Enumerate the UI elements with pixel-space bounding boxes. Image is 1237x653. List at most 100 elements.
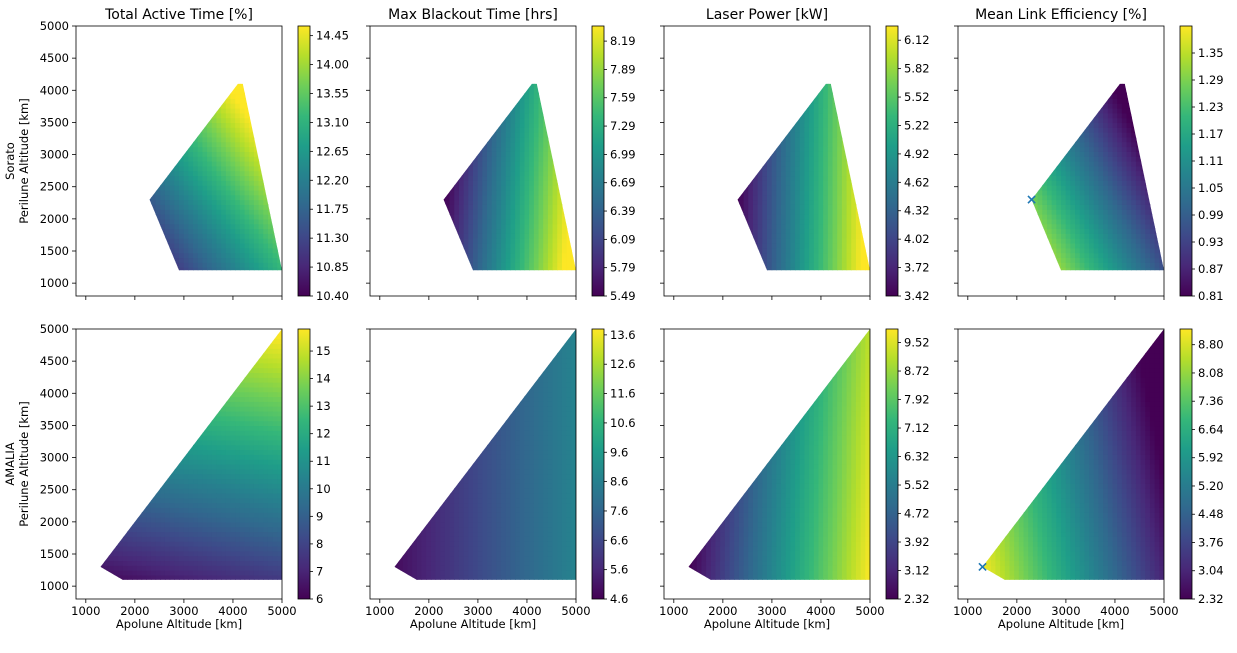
heatmap-cell [113, 219, 118, 224]
heatmap-cell [443, 189, 446, 196]
heatmap-cell [221, 199, 227, 205]
heatmap-cell [477, 194, 483, 201]
heatmap-cell [505, 209, 512, 215]
heatmap-cell [253, 262, 260, 268]
heatmap-cell [128, 84, 133, 89]
heatmap-cell [389, 272, 394, 277]
heatmap-cell [533, 185, 540, 191]
heatmap-cell [151, 282, 156, 287]
heatmap-cell [487, 247, 493, 254]
heatmap-cell [263, 45, 268, 50]
heatmap-cell [375, 132, 380, 137]
heatmap-cell [519, 165, 526, 172]
heatmap-cell [454, 60, 459, 65]
heatmap-cell [407, 84, 412, 89]
heatmap-cell [123, 272, 128, 277]
heatmap-cell [398, 118, 403, 123]
heatmap-cell [501, 103, 507, 109]
heatmap-cell [468, 189, 474, 196]
heatmap-cell [515, 277, 520, 282]
heatmap-cell [90, 118, 95, 123]
heatmap-cell [505, 252, 512, 259]
heatmap-cell [407, 69, 412, 74]
heatmap-cell [235, 286, 240, 291]
heatmap-cell [90, 229, 95, 234]
heatmap-cell [501, 83, 507, 90]
heatmap-cell [240, 69, 245, 74]
heatmap-cell [543, 204, 549, 210]
heatmap-cell [393, 127, 398, 132]
heatmap-cell [529, 156, 535, 162]
heatmap-cell [473, 204, 479, 210]
heatmap-cell [459, 286, 464, 291]
heatmap-cell [478, 31, 483, 36]
heatmap-cell [524, 127, 530, 133]
heatmap-cell [491, 122, 498, 128]
heatmap-cell [370, 156, 375, 161]
heatmap-cell [557, 242, 563, 249]
heatmap-cell [422, 238, 427, 243]
heatmap-cell [431, 243, 436, 248]
heatmap-cell [149, 156, 152, 162]
heatmap-cell [417, 45, 422, 50]
heatmap-cell [95, 180, 100, 185]
heatmap-cell [548, 272, 553, 277]
heatmap-cell [458, 132, 465, 138]
heatmap-cell [492, 26, 497, 31]
heatmap-cell [487, 209, 493, 215]
heatmap-cell [379, 45, 384, 50]
heatmap-cell [412, 156, 417, 161]
heatmap-cell [491, 107, 498, 114]
heatmap-cell [496, 194, 502, 201]
heatmap-cell [272, 209, 278, 215]
heatmap-cell [515, 36, 520, 41]
heatmap-cell [104, 180, 109, 185]
heatmap-cell [151, 60, 156, 65]
heatmap-cell [160, 257, 166, 263]
heatmap-cell [445, 36, 450, 41]
heatmap-cell [566, 252, 572, 259]
heatmap-cell [123, 36, 128, 41]
heatmap-cell [263, 65, 268, 70]
heatmap-cell [440, 55, 445, 60]
heatmap-cell [123, 175, 128, 180]
heatmap-cell [150, 185, 157, 191]
heatmap-cell [221, 69, 226, 74]
heatmap-cell [239, 117, 246, 124]
heatmap-cell [165, 277, 170, 282]
heatmap-cell [99, 74, 104, 79]
heatmap-cell [501, 122, 507, 128]
heatmap-cell [174, 204, 180, 210]
heatmap-cell [552, 141, 558, 148]
heatmap-cell [393, 132, 398, 137]
heatmap-cell [193, 26, 198, 31]
heatmap-cell [104, 229, 109, 234]
heatmap-cell [529, 31, 534, 36]
heatmap-cell [375, 282, 380, 287]
heatmap-cell [76, 50, 81, 55]
heatmap-cell [562, 282, 567, 287]
heatmap-cell [393, 156, 398, 161]
heatmap-cell [81, 253, 86, 258]
heatmap-cell [525, 277, 530, 282]
heatmap-cell [99, 79, 104, 84]
heatmap-cell [258, 151, 264, 157]
heatmap-cell [571, 262, 576, 268]
heatmap-cell [491, 218, 498, 225]
heatmap-cell [375, 94, 380, 99]
heatmap-cell [253, 132, 260, 138]
heatmap-cell [538, 228, 544, 234]
heatmap-cell [207, 199, 213, 205]
heatmap-cell [188, 146, 194, 152]
heatmap-cell [407, 282, 412, 287]
heatmap-cell [422, 132, 427, 137]
heatmap-cell [501, 175, 507, 181]
heatmap-cell [165, 36, 170, 41]
heatmap-cell [543, 74, 548, 79]
heatmap-cell [263, 252, 269, 259]
heatmap-cell [263, 55, 268, 60]
heatmap-cell [113, 94, 118, 99]
heatmap-cell [207, 252, 213, 259]
heatmap-cell [150, 252, 157, 259]
heatmap-cell [211, 117, 218, 124]
